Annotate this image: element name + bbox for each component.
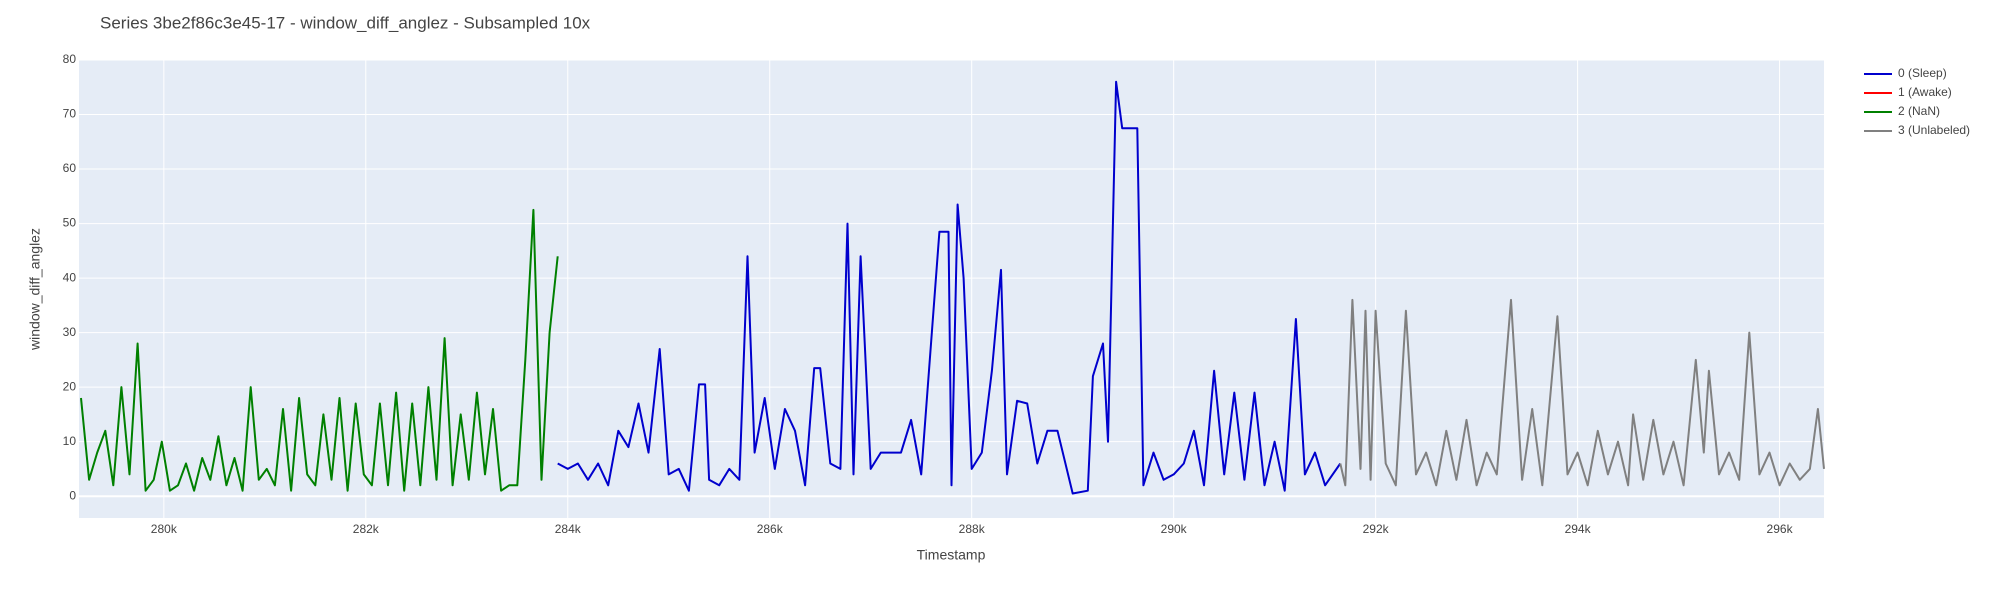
x-tick-label: 296k: [1767, 522, 1794, 536]
x-tick-label: 292k: [1363, 522, 1390, 536]
y-axis-title: window_diff_anglez: [27, 228, 43, 351]
x-tick-label: 294k: [1565, 522, 1592, 536]
x-tick-label: 284k: [555, 522, 582, 536]
y-tick-label: 50: [63, 216, 77, 230]
chart-title: Series 3be2f86c3e45-17 - window_diff_ang…: [100, 13, 591, 32]
x-tick-label: 280k: [151, 522, 178, 536]
y-tick-label: 0: [69, 488, 76, 502]
x-tick-label: 286k: [757, 522, 784, 536]
x-tick-label: 282k: [353, 522, 380, 536]
x-tick-label: 290k: [1161, 522, 1188, 536]
legend-label: 1 (Awake): [1898, 85, 1952, 99]
y-tick-label: 40: [63, 270, 77, 284]
x-tick-label: 288k: [959, 522, 986, 536]
legend-label: 2 (NaN): [1898, 104, 1940, 118]
y-tick-label: 80: [63, 52, 77, 66]
y-tick-label: 10: [63, 434, 77, 448]
legend-label: 3 (Unlabeled): [1898, 123, 1970, 137]
series-line: [1339, 298, 1825, 487]
legend-label: 0 (Sleep): [1898, 66, 1947, 80]
y-tick-label: 70: [63, 107, 77, 121]
y-tick-label: 20: [63, 379, 77, 393]
series-line: [557, 80, 1342, 495]
series-line: [80, 208, 559, 492]
y-tick-label: 30: [63, 325, 77, 339]
x-axis-title: Timestamp: [917, 547, 986, 563]
y-tick-label: 60: [63, 161, 77, 175]
